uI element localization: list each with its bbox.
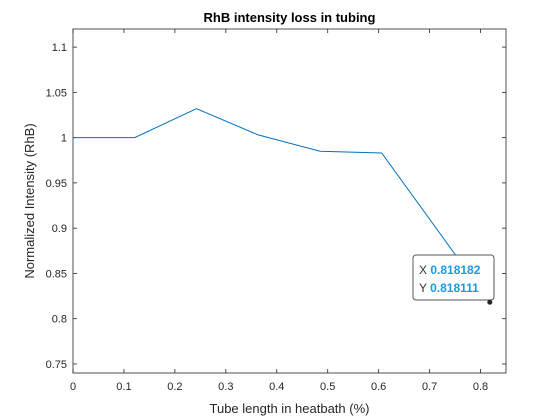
y-tick-label: 1.1: [52, 42, 67, 54]
x-tick-label: 0.2: [167, 381, 182, 393]
x-axis-label: Tube length in heatbath (%): [210, 401, 370, 416]
y-tick-label: 0.8: [52, 314, 67, 326]
y-tick-label: 1: [61, 133, 67, 145]
y-tick-label: 0.95: [46, 178, 67, 190]
x-tick-label: 0.8: [473, 381, 488, 393]
datatip-y-label: Y: [419, 281, 430, 295]
y-axis-label: Normalized Intensity (RhB): [22, 123, 37, 278]
y-tick-label: 0.75: [46, 359, 67, 371]
x-tick-label: 0.4: [269, 381, 284, 393]
datatip-y-value: 0.818111: [430, 281, 479, 295]
x-tick-label: 0.6: [371, 381, 386, 393]
datatip-marker[interactable]: [487, 300, 492, 305]
datatip-x-label: X: [419, 263, 430, 277]
x-tick-label: 0.3: [218, 381, 233, 393]
y-tick-label: 0.9: [52, 223, 67, 235]
datatip-x-value: 0.818182: [430, 263, 480, 277]
y-tick-label: 1.05: [46, 87, 67, 99]
x-tick-label: 0.5: [320, 381, 335, 393]
chart-title: RhB intensity loss in tubing: [204, 10, 376, 25]
x-tick-label: 0.1: [116, 381, 131, 393]
x-tick-label: 0.7: [422, 381, 437, 393]
y-tick-label: 0.85: [46, 268, 67, 280]
plot-area: [73, 29, 506, 373]
x-tick-label: 0: [70, 381, 76, 393]
datatip-y-row: Y 0.818111: [419, 281, 479, 295]
datatip-x-row: X 0.818182: [419, 263, 481, 277]
